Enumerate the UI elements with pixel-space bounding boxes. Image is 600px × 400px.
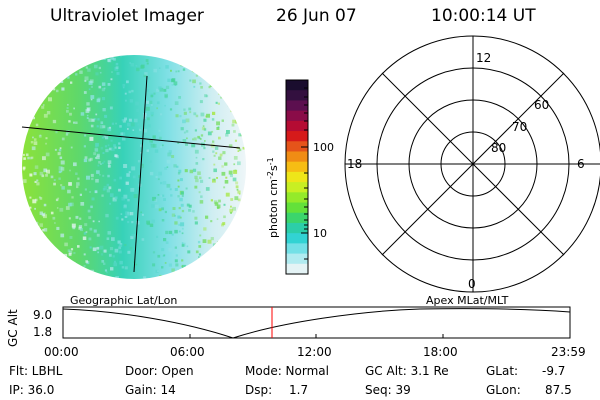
ip-status: IP: 36.0 <box>9 383 55 397</box>
colorbar-band <box>286 202 308 214</box>
colorbar-band <box>286 100 308 112</box>
longitude-line <box>133 75 148 273</box>
xtick-1800: 18:00 <box>423 345 458 359</box>
colorbar-band <box>286 120 308 132</box>
colorbar-band <box>286 131 308 142</box>
polar-ring-label-60: 60 <box>534 98 549 112</box>
timeline-right-label: Apex MLat/MLT <box>426 294 509 307</box>
filter-status: Flt: LBHL <box>9 364 63 378</box>
polar-label-0: 0 <box>468 277 476 291</box>
colorbar-band <box>286 212 308 224</box>
colorbar-band <box>286 90 308 102</box>
colorbar-band <box>286 243 308 255</box>
dsp-value: 1.7 <box>289 383 309 397</box>
glon-value: 87.5 <box>545 383 572 397</box>
colorbar-band <box>286 161 308 173</box>
polar-label-18: 18 <box>347 157 362 171</box>
colorbar-tick-100: 100 <box>313 141 334 154</box>
door-status: Door: Open <box>125 364 194 378</box>
xtick-0600: 06:00 <box>170 345 205 359</box>
glat-value: -9.7 <box>542 364 566 378</box>
time-label: 10:00:14 UT <box>431 6 536 26</box>
colorbar-band <box>286 80 308 91</box>
xtick-1200: 12:00 <box>297 345 332 359</box>
colorbar-band <box>286 192 308 204</box>
mode-status: Mode: Normal <box>245 364 329 378</box>
instrument-title: Ultraviolet Imager <box>50 6 204 26</box>
colorbar-unit-label: photon cm-2s-1 <box>266 157 280 238</box>
xtick-0000: 00:00 <box>44 345 79 359</box>
polar-label-12: 12 <box>476 51 491 65</box>
ymax-label: 9.0 <box>33 308 53 322</box>
colorbar-band <box>286 141 308 153</box>
polar-ring-label-70: 70 <box>512 120 527 134</box>
colorbar-band <box>286 151 308 163</box>
seq-status: Seq: 39 <box>365 383 411 397</box>
dsp-label: Dsp: <box>245 383 273 397</box>
polar-ring-label-80: 80 <box>491 141 506 155</box>
gain-status: Gain: 14 <box>125 383 176 397</box>
timeline-left-label: Geographic Lat/Lon <box>70 294 178 307</box>
date-label: 26 Jun 07 <box>276 6 357 26</box>
xtick-2359: 23:59 <box>551 345 586 359</box>
gc-alt-status: GC Alt: 3.1 Re <box>365 364 449 378</box>
colorbar-band <box>286 110 308 122</box>
glon-label: GLon: <box>486 383 521 397</box>
altitude-curve <box>62 308 571 339</box>
colorbar-tick-10: 10 <box>313 227 327 240</box>
ymin-label: 1.8 <box>33 325 53 339</box>
colorbar-band <box>286 253 308 265</box>
colorbar-band <box>286 182 308 193</box>
glat-label: GLat: <box>486 364 519 378</box>
colorbar-band <box>286 171 308 183</box>
latitude-line <box>21 126 241 149</box>
colorbar-band <box>286 233 308 244</box>
timeline-axis-label: GC Alt <box>6 309 20 347</box>
colorbar-band <box>286 222 308 234</box>
colorbar-band <box>286 263 308 275</box>
polar-label-6: 6 <box>577 157 585 171</box>
